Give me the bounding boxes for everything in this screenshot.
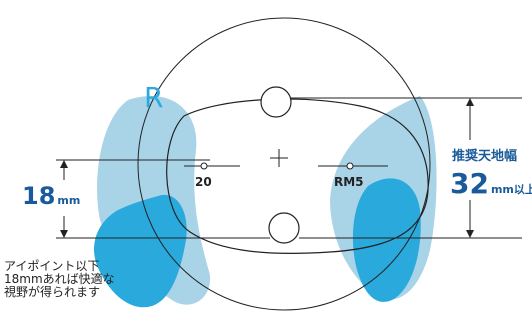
- height-arrowhead-up: [60, 160, 68, 168]
- width-arrowhead-up: [466, 98, 474, 106]
- width-dimension-label: 32 mm以上: [450, 170, 532, 198]
- lens-outline: [137, 17, 431, 311]
- caption: アイポイント以下 18mmあれば快適な 視野が得られます: [4, 260, 174, 299]
- caption-line-3: 視野が得られます: [4, 285, 101, 299]
- height-arrowhead-down: [60, 230, 68, 238]
- width-arrowhead-down: [466, 230, 474, 238]
- width-value: 32: [450, 167, 489, 200]
- height-unit: mm: [57, 194, 81, 207]
- left-dark-zone: [94, 194, 187, 308]
- right-marker-dot: [346, 162, 354, 170]
- top-hole: [260, 86, 292, 118]
- height-value: 18: [22, 182, 56, 210]
- right-marker-label: RM5: [334, 175, 364, 189]
- right-dark-zone: [352, 178, 421, 302]
- eye-side-label: R: [144, 81, 164, 114]
- width-title: 推奨天地幅: [452, 149, 518, 164]
- width-unit: mm以上: [490, 183, 532, 196]
- left-marker-label: 20: [195, 175, 212, 189]
- frame-outline: [166, 98, 429, 254]
- caption-line-1: アイポイント以下: [4, 259, 100, 273]
- bottom-hole: [268, 212, 300, 244]
- left-marker-dot: [200, 162, 208, 170]
- caption-line-2: 18mmあれば快適な: [4, 272, 115, 286]
- height-dimension-label: 18 mm: [22, 184, 80, 208]
